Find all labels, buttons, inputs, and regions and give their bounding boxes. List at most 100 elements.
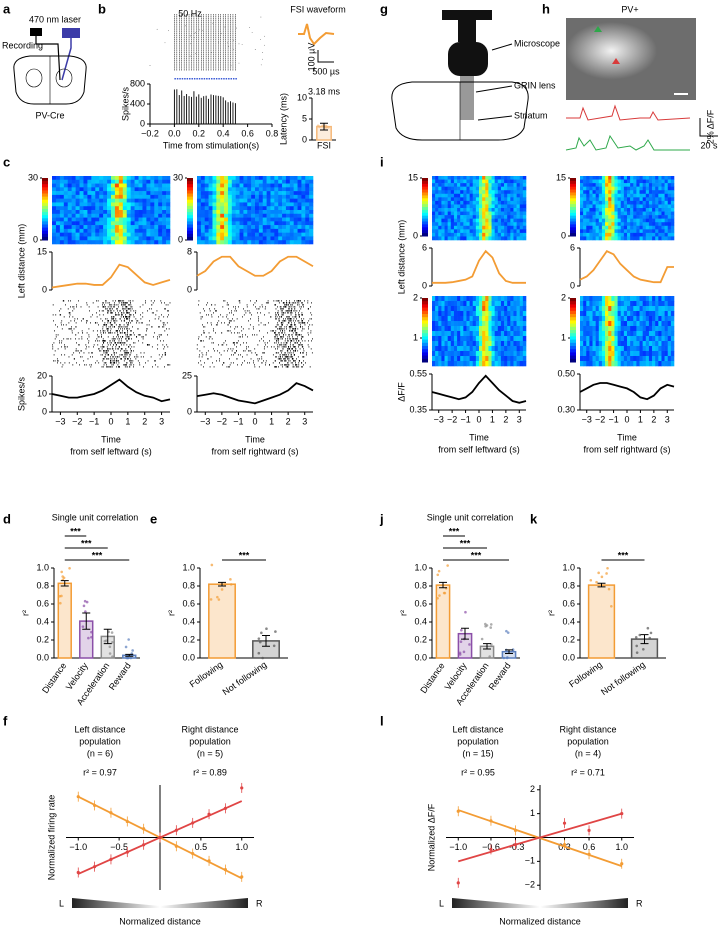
heatmap-cell [463, 211, 467, 216]
heatmap-cell [453, 301, 458, 307]
heatmap-cell [107, 236, 112, 241]
heatmap-cell [243, 225, 248, 230]
heatmap-cell [444, 331, 448, 337]
heatmap-cell [289, 176, 294, 181]
heatmap-cell [204, 232, 209, 237]
heatmap-cell [497, 186, 502, 191]
heatmap-cell [475, 197, 480, 202]
heatmap-cell [274, 179, 279, 184]
heatmap-cell [589, 176, 593, 180]
heatmap-cell [111, 240, 116, 245]
heatmap-cell [266, 206, 271, 211]
heatmap-cell [460, 341, 464, 347]
heatmap-cell [620, 176, 625, 180]
heatmap-cell [212, 202, 217, 207]
heatmap-cell [55, 210, 61, 215]
heatmap-cell [146, 187, 151, 192]
heatmap-cell [438, 176, 442, 180]
heatmap-cell [309, 179, 314, 184]
heatmap-cell [507, 179, 511, 184]
heatmap-cell [224, 176, 229, 181]
heatmap-cell [301, 210, 306, 215]
stim-pulse [179, 78, 181, 80]
heatmap-cell [227, 213, 233, 218]
heatmap-cell [150, 202, 155, 207]
heatmap-cell [435, 208, 439, 212]
stim-pulse [206, 78, 208, 80]
heatmap-cell [472, 341, 477, 347]
heatmap-cell [513, 346, 517, 352]
colorbar-step [422, 330, 428, 334]
heatmap-cell [142, 240, 147, 245]
heatmap-cell [475, 179, 480, 184]
heatmap-cell [122, 176, 128, 181]
x-tick-label: 2 [503, 414, 508, 424]
heatmap-cell [453, 321, 458, 327]
heatmap-cell [450, 193, 455, 198]
heatmap-cell [500, 176, 505, 180]
heatmap-cell [285, 206, 291, 211]
heatmap-cell [475, 326, 480, 332]
heatmap-cell [83, 236, 88, 241]
heatmap-cell [154, 221, 159, 226]
heatmap-cell [460, 232, 464, 237]
heatmap-cell [507, 190, 511, 195]
colorbar-step [187, 202, 193, 207]
heatmap-cell [231, 232, 236, 237]
heatmap-cell [285, 191, 291, 196]
heatmap-cell [488, 336, 492, 342]
heatmap-cell [197, 206, 202, 211]
heatmap-cell [516, 346, 521, 352]
heatmap-cell [71, 191, 76, 196]
heatmap-cell [154, 225, 159, 230]
raster-dot [238, 43, 240, 45]
heatmap-cell [450, 351, 455, 357]
heatmap-cell [438, 316, 442, 322]
heatmap-cell [435, 215, 439, 219]
heatmap-cell [513, 179, 517, 184]
heatmap-cell [134, 232, 139, 237]
heatmap-cell [297, 213, 302, 218]
heatmap-cell [479, 200, 483, 205]
heatmap-cell [507, 336, 511, 342]
heatmap-cell [274, 236, 279, 241]
heatmap-cell [266, 221, 271, 226]
heatmap-cell [134, 191, 139, 196]
colorbar-step [422, 310, 428, 315]
heatmap-cell [513, 211, 517, 216]
heatmap-cell [485, 211, 489, 216]
heatmap-cell [482, 301, 486, 307]
heatmap-cell [126, 240, 131, 245]
stim-pulse [215, 78, 218, 80]
cell-marker-red [612, 58, 620, 64]
heatmap-cell [491, 232, 495, 237]
heatmap-cell [500, 356, 505, 362]
heatmap-cell [592, 176, 596, 180]
heatmap-cell [614, 176, 618, 180]
heatmap-cell [485, 225, 489, 230]
heatmap-cell [278, 191, 283, 196]
heatmap-cell [71, 198, 76, 203]
heatmap-cell [134, 228, 139, 233]
heatmap-cell [485, 316, 489, 322]
heatmap-cell [435, 211, 439, 216]
heatmap-cell [460, 204, 464, 209]
heatmap-cell [475, 341, 480, 347]
heatmap-cell [450, 361, 455, 367]
heatmap-cell [262, 198, 267, 203]
heatmap-cell [485, 186, 489, 191]
heatmap-cell [513, 351, 517, 357]
heatmap-cell [507, 183, 511, 187]
heatmap-cell [504, 296, 508, 302]
heatmap-cell [162, 194, 167, 199]
heatmap-cell [166, 187, 171, 192]
heatmap-cell [297, 236, 302, 241]
heatmap-cell [435, 229, 439, 234]
heatmap-cell [438, 179, 442, 184]
heatmap-cell [447, 311, 452, 317]
x-tick-label: −1 [89, 416, 99, 426]
heatmap-cell [130, 194, 135, 199]
heatmap-cell [243, 191, 248, 196]
heatmap-cell [466, 222, 470, 227]
heatmap-cell [67, 183, 72, 188]
